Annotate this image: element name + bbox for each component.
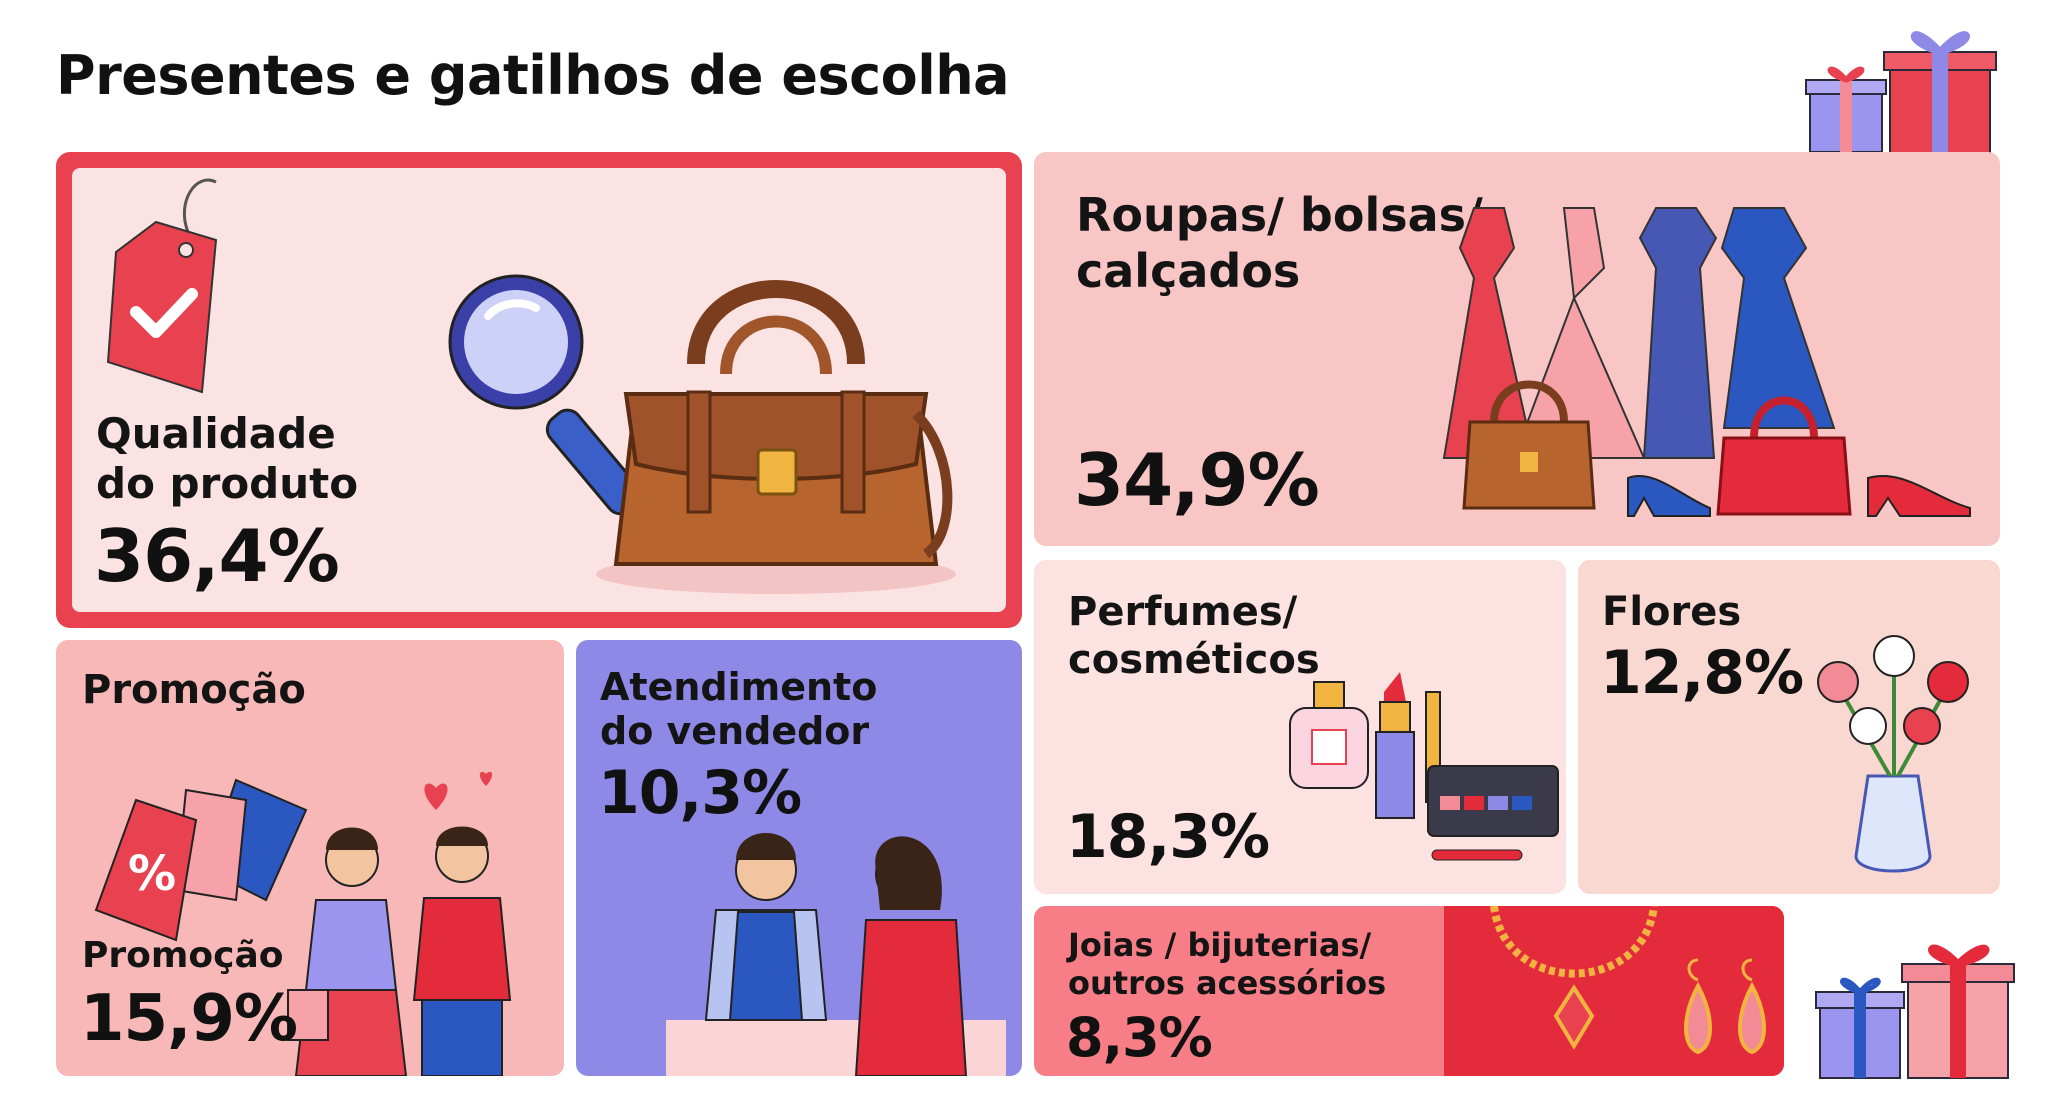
handbag-icon-small — [1462, 380, 1596, 510]
shopper-icon — [287, 826, 512, 1076]
jewelry-label-line2: outros acessórios — [1068, 964, 1387, 1002]
perfume-value: 18,3% — [1066, 802, 1270, 872]
page-title: Presentes e gatilhos de escolha — [56, 44, 1010, 107]
shoe-icon-red — [1867, 475, 1971, 517]
jewelry-red-panel — [1444, 906, 1784, 1076]
price-tag-icon — [106, 178, 218, 394]
quality-value: 36,4% — [94, 514, 340, 598]
seller-value: 10,3% — [598, 758, 802, 828]
perfume-label-line1: Perfumes/ — [1068, 589, 1298, 635]
clothes-value: 34,9% — [1074, 438, 1320, 522]
clothes-label-line2: calçados — [1076, 244, 1301, 298]
svg-text:%: % — [128, 846, 176, 902]
handbag-icon-red — [1716, 396, 1852, 516]
card-seller: Atendimento do vendedor 10,3% — [576, 640, 1022, 1076]
shoe-icon — [1627, 475, 1711, 517]
seller-label-line1: Atendimento — [600, 665, 878, 709]
lipstick-icon — [1375, 672, 1441, 819]
jewelry-value: 8,3% — [1066, 1006, 1213, 1069]
promo-value: 15,9% — [80, 982, 298, 1056]
quality-label-line1: Qualidade — [96, 409, 336, 458]
promo-heading: Promoção — [82, 667, 306, 713]
earring-icon — [1684, 958, 1766, 1055]
flower-vase-icon — [1817, 635, 1969, 873]
heart-icon — [424, 771, 493, 810]
gift-icon-bottom — [1815, 944, 2015, 1079]
handbag-icon — [596, 280, 956, 594]
palette-icon — [1427, 765, 1559, 861]
flowers-label: Flores — [1602, 589, 1742, 635]
card-perfume: Perfumes/ cosméticos 18,3% — [1034, 560, 1566, 894]
flowers-value: 12,8% — [1600, 638, 1804, 708]
promo-label: Promoção — [82, 935, 284, 976]
card-jewelry: Joias / bijuterias/ outros acessórios 8,… — [1034, 906, 1784, 1076]
discount-tag-icon: % — [94, 778, 308, 942]
quality-label-line2: do produto — [96, 459, 359, 508]
dress-icon — [1442, 207, 1836, 459]
magnifier-icon — [448, 274, 643, 516]
perfume-icon — [1289, 681, 1369, 789]
card-flowers: Flores 12,8% — [1578, 560, 2000, 894]
seller-label-line2: do vendedor — [600, 709, 870, 753]
seller-icon — [666, 833, 1006, 1076]
gift-icon — [1805, 31, 1997, 155]
card-quality: Qualidade do produto 36,4% — [56, 152, 1022, 628]
card-clothes: Roupas/ bolsas/ calçados 34,9% — [1034, 152, 2000, 546]
necklace-icon — [1490, 906, 1658, 1050]
clothes-label-line1: Roupas/ bolsas/ — [1076, 188, 1483, 242]
card-promo: Promoção % Promoção 15,9% — [56, 640, 564, 1076]
jewelry-label-line1: Joias / bijuterias/ — [1068, 926, 1372, 964]
perfume-label-line2: cosméticos — [1068, 637, 1320, 683]
